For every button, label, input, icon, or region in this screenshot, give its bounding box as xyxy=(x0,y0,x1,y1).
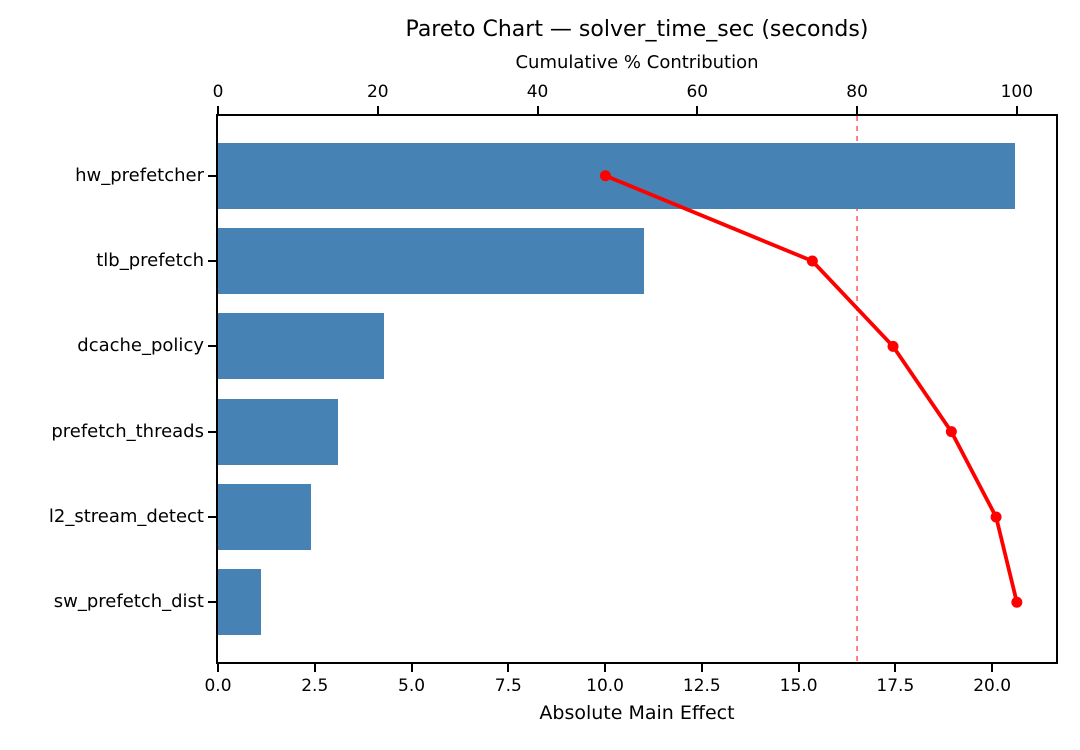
chart-title: Pareto Chart — solver_time_sec (seconds) xyxy=(405,17,869,42)
bottom-axis-label: Absolute Main Effect xyxy=(539,702,735,724)
bottom-x-tick xyxy=(797,664,800,672)
category-label-dcache_policy: dcache_policy xyxy=(77,335,204,357)
top-x-tick xyxy=(856,106,859,114)
bar-dcache_policy xyxy=(218,313,385,380)
bottom-x-tick-label: 17.5 xyxy=(876,676,915,696)
bottom-x-tick xyxy=(313,664,316,672)
bottom-x-tick-label: 2.5 xyxy=(301,676,329,696)
bottom-x-tick-label: 10.0 xyxy=(586,676,624,696)
top-x-tick-label: 60 xyxy=(686,82,709,102)
category-label-l2_stream_detect: l2_stream_detect xyxy=(48,505,204,527)
bottom-x-tick xyxy=(894,664,897,672)
category-label-prefetch_threads: prefetch_threads xyxy=(51,420,204,442)
top-x-tick xyxy=(376,106,379,114)
top-x-tick xyxy=(696,106,699,114)
bottom-x-tick xyxy=(604,664,607,672)
bar-hw_prefetcher xyxy=(218,142,1016,209)
bottom-x-tick-label: 15.0 xyxy=(779,676,818,696)
cumulative-marker xyxy=(806,255,818,267)
top-axis-label: Cumulative % Contribution xyxy=(515,52,759,73)
top-x-tick-label: 100 xyxy=(1000,82,1034,102)
cumulative-line-layer xyxy=(599,170,1023,608)
y-tick xyxy=(208,174,216,177)
plot-stage xyxy=(218,116,1056,662)
cumulative-marker xyxy=(887,340,899,352)
cumulative-marker xyxy=(990,511,1002,523)
cumulative-marker xyxy=(599,170,611,182)
bar-sw_prefetch_dist xyxy=(218,569,261,636)
top-x-tick xyxy=(536,106,539,114)
bottom-x-tick xyxy=(507,664,510,672)
cumulative-marker xyxy=(945,426,957,438)
bottom-x-tick xyxy=(410,664,413,672)
bar-tlb_prefetch xyxy=(218,228,644,295)
bottom-x-tick-label: 7.5 xyxy=(494,676,522,696)
y-tick xyxy=(208,345,216,348)
top-x-tick xyxy=(1015,106,1018,114)
y-tick xyxy=(208,260,216,263)
top-x-tick-label: 80 xyxy=(846,82,868,102)
bottom-x-tick-label: 20.0 xyxy=(973,676,1012,696)
category-label-hw_prefetcher: hw_prefetcher xyxy=(75,164,204,186)
category-label-sw_prefetch_dist: sw_prefetch_dist xyxy=(53,591,204,613)
y-tick xyxy=(208,430,216,433)
bottom-x-tick-label: 12.5 xyxy=(682,676,721,696)
category-label-tlb_prefetch: tlb_prefetch xyxy=(96,250,204,272)
top-x-tick-label: 40 xyxy=(526,82,549,102)
bottom-x-tick xyxy=(700,664,703,672)
top-x-tick-label: 20 xyxy=(366,82,389,102)
bottom-x-tick-label: 0.0 xyxy=(204,676,232,696)
plot-area xyxy=(216,114,1058,664)
cumulative-line xyxy=(604,173,1019,603)
cumulative-marker xyxy=(1011,596,1023,608)
bottom-x-tick xyxy=(991,664,994,672)
y-tick xyxy=(208,515,216,518)
bar-l2_stream_detect xyxy=(218,483,311,550)
y-tick xyxy=(208,601,216,604)
top-x-tick-label: 0 xyxy=(212,82,224,102)
bottom-x-tick xyxy=(217,664,219,672)
top-x-tick xyxy=(217,106,219,114)
bottom-x-tick-label: 5.0 xyxy=(398,676,426,696)
bar-prefetch_threads xyxy=(218,398,338,465)
